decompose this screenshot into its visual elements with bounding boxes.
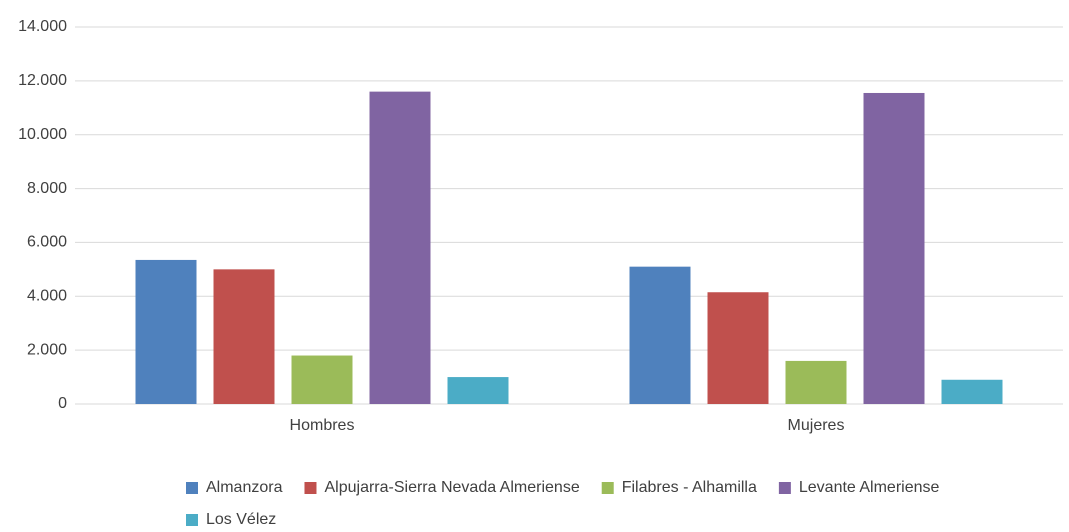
legend-swatch bbox=[186, 482, 198, 494]
bar bbox=[863, 92, 925, 404]
y-tick-label: 6.000 bbox=[27, 234, 67, 251]
bar bbox=[447, 377, 509, 404]
bar bbox=[213, 269, 275, 404]
y-tick-label: 10.000 bbox=[18, 126, 67, 143]
y-tick-label: 4.000 bbox=[27, 288, 67, 305]
legend-swatch bbox=[186, 514, 198, 526]
bar bbox=[291, 355, 353, 404]
y-tick-label: 2.000 bbox=[27, 341, 67, 358]
bar bbox=[135, 259, 197, 404]
bar bbox=[707, 292, 769, 404]
bar bbox=[369, 91, 431, 404]
y-tick-label: 8.000 bbox=[27, 180, 67, 197]
x-tick-label: Mujeres bbox=[788, 417, 845, 434]
bar bbox=[941, 379, 1003, 404]
y-tick-label: 0 bbox=[58, 395, 67, 412]
legend-label: Filabres - Alhamilla bbox=[622, 479, 757, 496]
bar bbox=[629, 266, 691, 404]
legend-label: Almanzora bbox=[206, 479, 283, 496]
y-tick-label: 12.000 bbox=[18, 72, 67, 89]
legend-swatch bbox=[778, 482, 791, 494]
y-tick-label: 14.000 bbox=[18, 18, 67, 35]
legend-swatch bbox=[304, 482, 317, 494]
legend-label: Alpujarra-Sierra Nevada Almeriense bbox=[324, 479, 579, 496]
legend-label: Levante Almeriense bbox=[799, 479, 940, 496]
legend-swatch bbox=[601, 482, 614, 494]
legend-label: Los Vélez bbox=[206, 511, 276, 528]
bar bbox=[785, 360, 847, 404]
x-tick-label: Hombres bbox=[290, 417, 355, 434]
